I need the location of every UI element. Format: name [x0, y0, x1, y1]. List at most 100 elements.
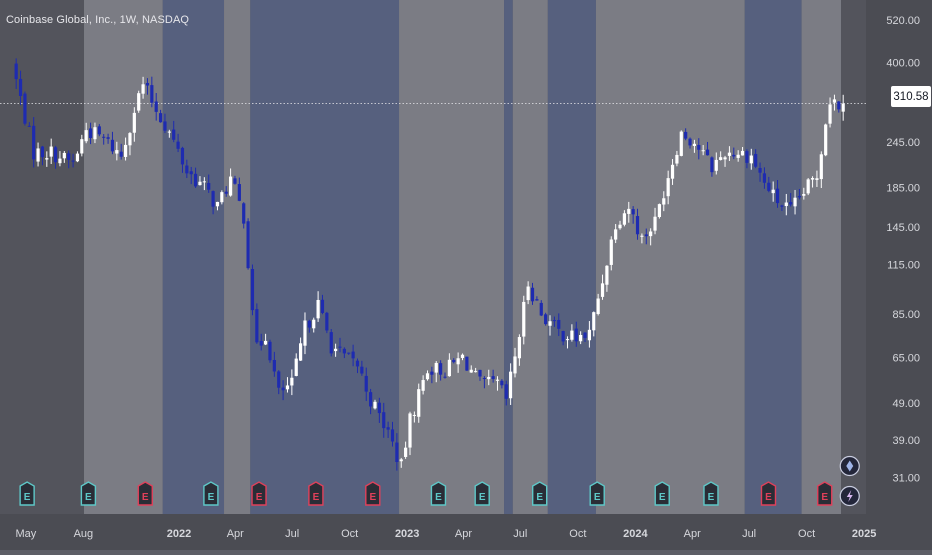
candle[interactable] [395, 433, 399, 471]
candle[interactable] [583, 332, 587, 342]
candle[interactable] [579, 331, 583, 345]
candle[interactable] [478, 369, 482, 381]
candle[interactable] [491, 369, 495, 383]
candle[interactable] [557, 313, 561, 337]
candle[interactable] [517, 334, 521, 366]
candle[interactable] [758, 162, 762, 182]
candle[interactable] [635, 208, 640, 240]
candle[interactable] [360, 360, 364, 376]
candle[interactable] [767, 176, 771, 193]
candle[interactable] [263, 333, 268, 346]
candle[interactable] [36, 142, 40, 167]
candle[interactable] [228, 168, 233, 197]
candle[interactable] [495, 376, 500, 391]
candle[interactable] [570, 324, 574, 342]
earnings-marker-down[interactable]: E [817, 481, 833, 506]
candle[interactable] [369, 388, 373, 415]
candle[interactable] [832, 94, 837, 111]
candle[interactable] [504, 380, 508, 406]
candle[interactable] [666, 170, 670, 205]
candle[interactable] [565, 336, 570, 349]
candle[interactable] [705, 141, 710, 156]
candle[interactable] [386, 421, 390, 438]
candle[interactable] [237, 177, 241, 202]
earnings-marker-up[interactable]: E [654, 481, 670, 506]
candle[interactable] [701, 145, 705, 156]
candle[interactable] [382, 402, 386, 438]
candle[interactable] [198, 176, 202, 186]
candle[interactable] [627, 201, 631, 223]
candle[interactable] [84, 122, 88, 144]
candle[interactable] [587, 321, 591, 348]
candle[interactable] [452, 358, 456, 364]
candle[interactable] [640, 233, 644, 244]
candle[interactable] [797, 188, 802, 200]
candle[interactable] [67, 150, 71, 169]
candle[interactable] [539, 300, 543, 317]
candle[interactable] [530, 282, 535, 305]
candle[interactable] [128, 132, 132, 156]
candle[interactable] [754, 149, 758, 169]
candle[interactable] [202, 177, 206, 191]
candle[interactable] [469, 365, 473, 373]
candle[interactable] [141, 76, 145, 99]
candle[interactable] [312, 317, 316, 333]
earnings-marker-up[interactable]: E [532, 481, 548, 506]
candle[interactable] [780, 204, 784, 211]
candle[interactable] [749, 148, 753, 170]
candle[interactable] [824, 123, 828, 157]
candle[interactable] [740, 146, 745, 156]
event-icons[interactable] [839, 455, 860, 507]
candle[interactable] [605, 265, 609, 292]
candle[interactable] [97, 124, 101, 137]
candle[interactable] [110, 131, 115, 155]
candle[interactable] [176, 133, 180, 153]
candle[interactable] [320, 294, 325, 315]
candle[interactable] [487, 369, 491, 386]
candle[interactable] [145, 78, 150, 95]
candle[interactable] [465, 356, 469, 371]
candle[interactable] [600, 274, 605, 300]
candle[interactable] [793, 189, 797, 215]
candle[interactable] [23, 91, 27, 126]
candle[interactable] [250, 264, 255, 316]
earnings-marker-down[interactable]: E [137, 481, 153, 506]
candle[interactable] [75, 151, 80, 163]
candle[interactable] [14, 58, 18, 90]
candle[interactable] [255, 303, 259, 344]
candle[interactable] [684, 128, 688, 141]
candle[interactable] [679, 130, 683, 157]
candle[interactable] [390, 421, 395, 447]
earnings-marker-up[interactable]: E [703, 481, 719, 506]
candle[interactable] [697, 138, 701, 160]
candle[interactable] [736, 150, 740, 162]
candle[interactable] [732, 147, 736, 160]
candle[interactable] [443, 372, 447, 379]
last-price-tag[interactable]: 310.58 [891, 86, 931, 107]
candle[interactable] [430, 366, 434, 384]
candle[interactable] [185, 159, 189, 179]
candle[interactable] [277, 370, 281, 395]
candle[interactable] [342, 347, 346, 359]
candle[interactable] [802, 187, 806, 200]
candle[interactable] [425, 370, 430, 381]
candle[interactable] [456, 352, 460, 373]
candle[interactable] [80, 134, 84, 157]
candle[interactable] [399, 457, 403, 468]
candle[interactable] [460, 353, 465, 361]
candle[interactable] [180, 146, 185, 173]
candlestick-series[interactable] [14, 58, 845, 471]
candle[interactable] [662, 191, 666, 212]
candle[interactable] [45, 151, 49, 167]
candle[interactable] [552, 316, 556, 327]
candle[interactable] [290, 369, 294, 396]
candle[interactable] [373, 399, 377, 410]
candle[interactable] [762, 167, 767, 189]
candle[interactable] [242, 202, 246, 229]
candle[interactable] [224, 186, 228, 197]
candle[interactable] [618, 220, 622, 230]
candle[interactable] [714, 152, 718, 175]
